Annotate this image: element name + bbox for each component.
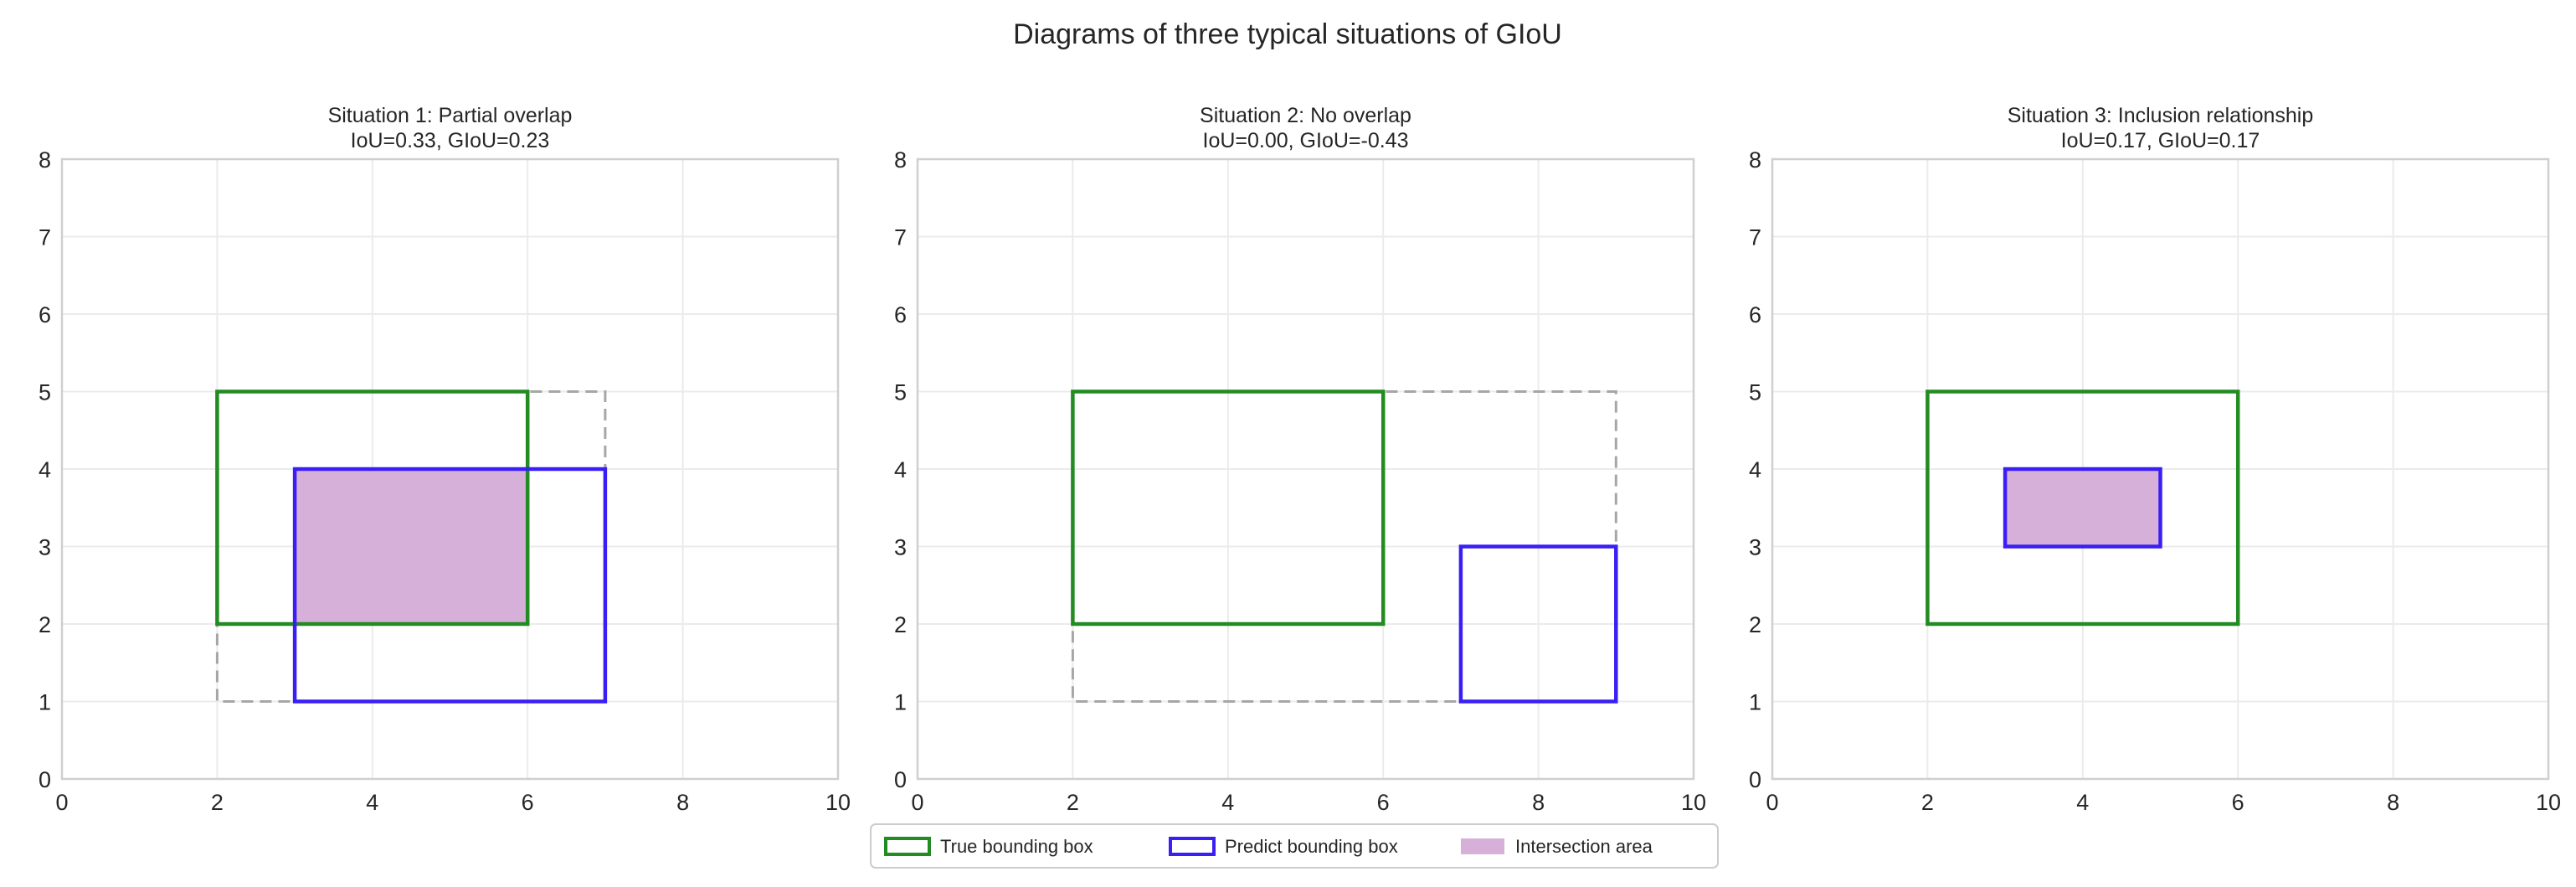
legend-swatch bbox=[1461, 838, 1504, 854]
y-tick-label: 7 bbox=[894, 225, 907, 250]
x-tick-label: 6 bbox=[2232, 790, 2244, 815]
x-tick-label: 6 bbox=[1377, 790, 1390, 815]
axes-frame bbox=[60, 157, 840, 781]
y-tick-label: 5 bbox=[39, 380, 51, 405]
y-tick-label: 2 bbox=[1749, 612, 1761, 637]
y-tick-label: 1 bbox=[39, 690, 51, 715]
legend-label: Predict bounding box bbox=[1225, 836, 1398, 857]
x-tick-label: 10 bbox=[1681, 790, 1706, 815]
y-tick-label: 0 bbox=[39, 767, 51, 792]
x-tick-label: 0 bbox=[1766, 790, 1778, 815]
x-tick-label: 2 bbox=[211, 790, 224, 815]
y-tick-label: 1 bbox=[1749, 690, 1761, 715]
y-tick-label: 2 bbox=[39, 612, 51, 637]
y-tick-label: 3 bbox=[39, 535, 51, 560]
y-tick-label: 6 bbox=[1749, 302, 1761, 327]
true-bounding-box bbox=[215, 389, 530, 627]
x-tick-label: 8 bbox=[676, 790, 689, 815]
axes-frame bbox=[1771, 157, 2550, 781]
y-tick-label: 4 bbox=[39, 457, 51, 482]
predict-bounding-box bbox=[2003, 467, 2162, 549]
panel-subtitle: IoU=0.00, GIoU=-0.43 bbox=[1203, 129, 1409, 152]
panel-title: Situation 3: Inclusion relationship bbox=[2008, 104, 2314, 127]
intersection-area bbox=[295, 469, 528, 624]
panel-2: 0 2 4 6 8 10 0 1 2 3 4 5 6 7 8 Situation 2: No overlapI… bbox=[894, 104, 1706, 815]
legend-swatch bbox=[1169, 837, 1216, 856]
predict-bounding-box bbox=[1458, 544, 1618, 704]
panel-subtitle: IoU=0.33, GIoU=0.23 bbox=[351, 129, 550, 152]
legend-label: True bounding box bbox=[940, 836, 1093, 857]
y-tick-label: 0 bbox=[894, 767, 907, 792]
x-tick-label: 8 bbox=[1532, 790, 1545, 815]
y-tick-label: 8 bbox=[894, 147, 907, 173]
y-tick-label: 0 bbox=[1749, 767, 1761, 792]
x-tick-label: 4 bbox=[366, 790, 378, 815]
panel-title: Situation 2: No overlap bbox=[1200, 104, 1411, 127]
y-tick-label: 2 bbox=[894, 612, 907, 637]
intersection-area bbox=[2005, 469, 2161, 547]
y-tick-label: 5 bbox=[1749, 380, 1761, 405]
y-tick-label: 1 bbox=[894, 690, 907, 715]
x-tick-label: 10 bbox=[825, 790, 851, 815]
y-tick-label: 7 bbox=[1749, 225, 1761, 250]
panel-3: 0 2 4 6 8 10 0 1 2 3 4 5 6 7 8 Situation 3: Inclusion r… bbox=[1749, 104, 2561, 815]
panel-subtitle: IoU=0.17, GIoU=0.17 bbox=[2061, 129, 2260, 152]
x-tick-label: 2 bbox=[1067, 790, 1079, 815]
x-tick-label: 10 bbox=[2536, 790, 2561, 815]
x-tick-label: 8 bbox=[2387, 790, 2399, 815]
panel-1: 0 2 4 6 8 10 0 1 2 3 4 5 6 7 8 Situation 1: Partial ove… bbox=[39, 104, 851, 815]
x-tick-label: 4 bbox=[1221, 790, 1234, 815]
y-tick-label: 3 bbox=[1749, 535, 1761, 560]
figure-title: Diagrams of three typical situations of … bbox=[1013, 18, 1562, 50]
axes-frame bbox=[916, 157, 1695, 781]
y-tick-label: 7 bbox=[39, 225, 51, 250]
x-tick-label: 4 bbox=[2076, 790, 2089, 815]
true-bounding-box bbox=[1926, 389, 2240, 627]
y-tick-label: 8 bbox=[39, 147, 51, 173]
y-tick-label: 8 bbox=[1749, 147, 1761, 173]
true-bounding-box bbox=[1071, 389, 1386, 627]
y-tick-label: 6 bbox=[39, 302, 51, 327]
x-tick-label: 6 bbox=[522, 790, 534, 815]
y-tick-label: 5 bbox=[894, 380, 907, 405]
x-tick-label: 2 bbox=[1921, 790, 1934, 815]
legend: True bounding box Predict bounding box Int… bbox=[870, 823, 1719, 869]
y-tick-label: 4 bbox=[894, 457, 907, 482]
y-tick-label: 4 bbox=[1749, 457, 1761, 482]
legend-label: Intersection area bbox=[1515, 836, 1653, 857]
legend-frame bbox=[870, 823, 1719, 869]
y-tick-label: 3 bbox=[894, 535, 907, 560]
x-tick-label: 0 bbox=[911, 790, 923, 815]
x-tick-label: 0 bbox=[55, 790, 68, 815]
y-tick-label: 6 bbox=[894, 302, 907, 327]
legend-swatch bbox=[884, 837, 931, 856]
predict-bounding-box bbox=[292, 467, 608, 704]
panel-title: Situation 1: Partial overlap bbox=[328, 104, 573, 127]
